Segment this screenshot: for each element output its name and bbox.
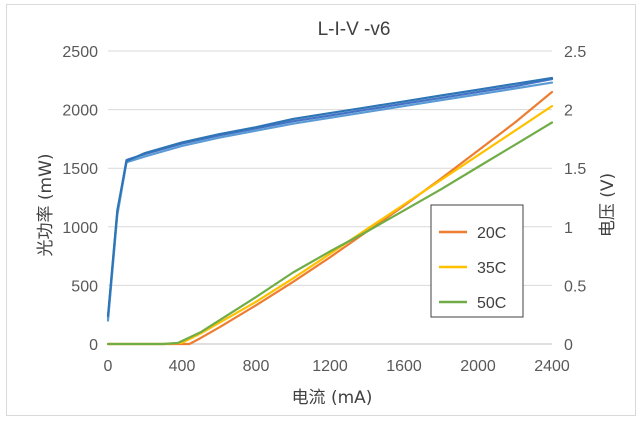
legend: 20C 35C 50C — [430, 204, 524, 318]
power-series-line-20C — [106, 90, 554, 346]
x-axis-title: 电流 (mA) — [292, 388, 373, 408]
x-tick-label: 1600 — [386, 358, 422, 375]
power-series-line-35C — [106, 104, 554, 346]
y-left-tick-label: 2500 — [62, 44, 98, 61]
y-left-tick-label: 500 — [71, 278, 98, 295]
grid-lines — [108, 50, 552, 345]
x-tick-label: 0 — [104, 358, 113, 375]
y-axis-right-title: 电压 (V) — [598, 173, 618, 237]
chart-svg: 0 400 800 1200 1600 2000 2400 0 500 1000 1500 2000 2… — [36, 19, 618, 408]
x-tick-label: 400 — [169, 358, 196, 375]
x-tick-label: 2000 — [460, 358, 496, 375]
axis-labels: 0 400 800 1200 1600 2000 2400 0 500 1000 1500 2000 2… — [62, 44, 586, 375]
y-left-tick-label: 0 — [89, 337, 98, 354]
legend-label-35C: 35C — [477, 260, 506, 277]
voltage-series-line — [106, 76, 554, 317]
power-series-line-50C — [106, 121, 554, 346]
voltage-series-line — [106, 81, 554, 322]
legend-box — [430, 204, 524, 318]
y-axis-left-title: 光功率 (mW) — [36, 153, 56, 256]
y-right-tick-label: 1 — [564, 220, 573, 237]
chart-title: L-I-V -v6 — [318, 19, 391, 40]
y-right-tick-label: 0 — [564, 337, 573, 354]
series-layer — [106, 76, 554, 346]
y-right-tick-label: 0.5 — [564, 278, 586, 295]
legend-label-50C: 50C — [477, 295, 506, 312]
y-left-tick-label: 1000 — [62, 220, 98, 237]
x-tick-label: 800 — [243, 358, 270, 375]
y-right-tick-label: 1.5 — [564, 161, 586, 178]
chart-container: 0 400 800 1200 1600 2000 2400 0 500 1000 1500 2000 2… — [6, 4, 636, 416]
x-tick-label: 1200 — [312, 358, 348, 375]
y-right-tick-label: 2.5 — [564, 44, 586, 61]
y-left-tick-label: 1500 — [62, 161, 98, 178]
x-tick-label: 2400 — [534, 358, 570, 375]
legend-label-20C: 20C — [477, 225, 506, 242]
y-right-tick-label: 2 — [564, 103, 573, 120]
y-left-tick-label: 2000 — [62, 103, 98, 120]
